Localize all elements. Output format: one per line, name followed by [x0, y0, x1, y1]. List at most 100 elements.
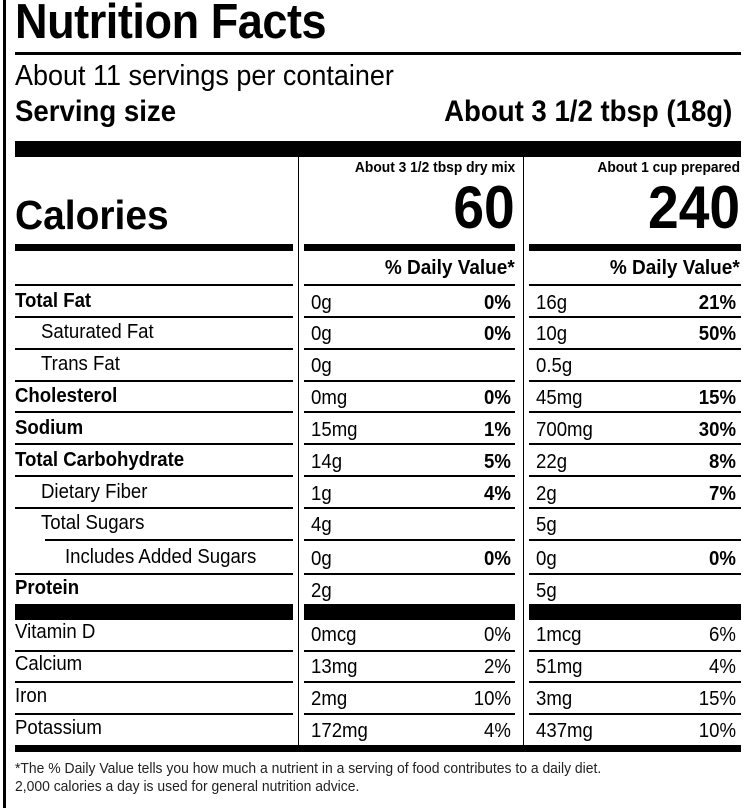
- row-rule: [15, 443, 293, 445]
- column-divider-2: [523, 157, 524, 745]
- prep-amount: 51mg: [536, 656, 583, 678]
- dry-amount: 4g: [311, 514, 332, 536]
- footnote-line-2: 2,000 calories a day is used for general…: [15, 779, 360, 795]
- dry-amount: 0mcg: [311, 624, 357, 646]
- prep-dv: 10%: [698, 720, 736, 742]
- dry-amount: 172mg: [311, 720, 368, 742]
- dry-dv: 0%: [484, 387, 511, 409]
- row-rule: [529, 650, 741, 652]
- dry-amount: 1g: [311, 483, 332, 505]
- dry-dv: 4%: [484, 720, 511, 742]
- row-rule: [304, 507, 515, 509]
- prep-amount: 2g: [536, 483, 557, 505]
- vitamin-name: Calcium: [15, 653, 83, 675]
- prep-dv: 21%: [698, 292, 736, 314]
- prep-amount: 10g: [536, 323, 568, 345]
- prep-dv: 4%: [709, 656, 736, 678]
- row-rule: [529, 539, 741, 541]
- row-rule: [304, 443, 515, 445]
- nutrient-name: Total Fat: [15, 290, 92, 312]
- dry-dv: 10%: [473, 688, 511, 710]
- calories-rule-label: [15, 244, 293, 251]
- dry-amount: 2g: [311, 580, 332, 602]
- row-rule: [15, 573, 293, 575]
- prep-amount: 0.5g: [536, 355, 573, 377]
- row-rule: [304, 348, 515, 350]
- prep-dv: 8%: [709, 451, 736, 473]
- prep-amount: 0g: [536, 548, 557, 570]
- prep-dv: 15%: [698, 387, 736, 409]
- label-title: Nutrition Facts: [15, 0, 327, 49]
- row-rule: [529, 380, 741, 382]
- nutrient-name: Includes Added Sugars: [65, 546, 257, 568]
- nutrient-name: Total Sugars: [41, 512, 145, 534]
- row-rule: [15, 316, 293, 318]
- row-rule: [15, 681, 293, 683]
- dry-mix-calories: 60: [453, 174, 515, 241]
- dry-dv: 1%: [484, 419, 511, 441]
- row-rule: [529, 681, 741, 683]
- row-rule: [529, 411, 741, 413]
- row-rule: [15, 475, 293, 477]
- row-rule: [15, 650, 293, 652]
- prep-dv: 0%: [709, 548, 736, 570]
- nutrient-name: Total Carbohydrate: [15, 449, 185, 471]
- dv-rule-dry: [304, 284, 515, 286]
- vitamin-name: Vitamin D: [15, 621, 96, 643]
- row-rule: [304, 713, 515, 715]
- row-rule: [15, 380, 293, 382]
- dry-amount: 0g: [311, 323, 332, 345]
- prep-amount: 5g: [536, 514, 557, 536]
- footnote-line-1: *The % Daily Value tells you how much a …: [15, 761, 602, 777]
- row-rule: [45, 539, 293, 541]
- dry-mix-dv-header: % Daily Value*: [385, 257, 515, 279]
- dry-dv: 0%: [484, 548, 511, 570]
- prep-dv: 15%: [698, 688, 736, 710]
- row-rule: [15, 411, 293, 413]
- row-rule: [529, 316, 741, 318]
- nutrient-name: Dietary Fiber: [41, 481, 148, 503]
- dry-amount: 0g: [311, 292, 332, 314]
- dry-amount: 2mg: [311, 688, 348, 710]
- row-rule: [529, 348, 741, 350]
- column-divider-1: [298, 157, 299, 745]
- vitamin-name: Iron: [15, 685, 48, 707]
- prep-amount: 45mg: [536, 387, 583, 409]
- thick-rule-vitamins: [529, 604, 741, 620]
- nutrient-name: Trans Fat: [41, 353, 120, 375]
- prep-dv: 30%: [698, 419, 736, 441]
- prep-amount: 437mg: [536, 720, 593, 742]
- prep-amount: 3mg: [536, 688, 573, 710]
- nutrient-name: Protein: [15, 577, 80, 599]
- prepared-dv-header: % Daily Value*: [610, 257, 740, 279]
- dry-amount: 14g: [311, 451, 343, 473]
- thick-rule-vitamins: [15, 604, 293, 620]
- row-rule: [529, 475, 741, 477]
- prepared-column-header: About 1 cup prepared: [597, 159, 740, 176]
- row-rule: [304, 573, 515, 575]
- nutrient-name: Cholesterol: [15, 385, 118, 407]
- prep-amount: 16g: [536, 292, 568, 314]
- dry-amount: 0g: [311, 355, 332, 377]
- row-rule: [304, 411, 515, 413]
- row-rule: [529, 713, 741, 715]
- dry-amount: 0mg: [311, 387, 348, 409]
- row-rule: [529, 573, 741, 575]
- calories-rule-dry: [304, 244, 515, 251]
- label-left-border: [3, 0, 6, 808]
- prep-dv: 50%: [698, 323, 736, 345]
- prep-amount: 5g: [536, 580, 557, 602]
- dry-dv: 4%: [484, 483, 511, 505]
- title-rule: [15, 52, 741, 55]
- servings-per-container: About 11 servings per container: [15, 60, 394, 92]
- calories-rule-prep: [529, 244, 741, 251]
- thick-rule-vitamins: [304, 604, 515, 620]
- prep-dv: 6%: [709, 624, 736, 646]
- prep-dv: 7%: [709, 483, 736, 505]
- nutrient-name: Saturated Fat: [41, 321, 154, 343]
- serving-size-label: Serving size: [15, 95, 177, 128]
- dry-dv: 0%: [484, 292, 511, 314]
- thick-rule-top: [15, 141, 741, 157]
- nutrient-name: Sodium: [15, 417, 84, 439]
- prep-amount: 22g: [536, 451, 568, 473]
